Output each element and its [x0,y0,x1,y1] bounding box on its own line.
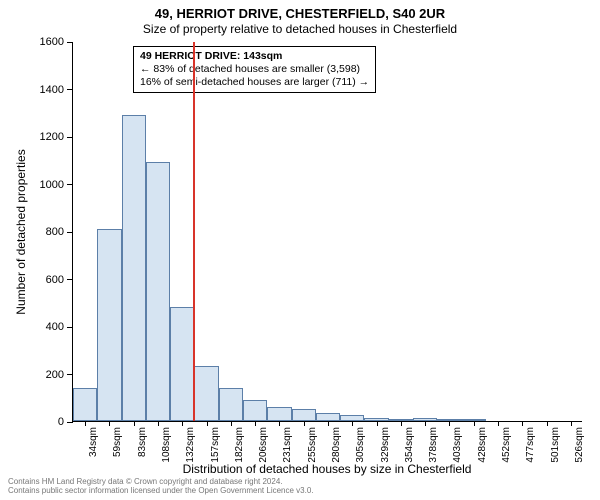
x-axis-title: Distribution of detached houses by size … [72,462,582,476]
x-tick-label: 477sqm [525,427,536,463]
x-tick-label: 231sqm [282,427,293,463]
x-tick-label: 132sqm [185,427,196,463]
y-tick-label: 1400 [40,84,64,96]
x-tick [231,421,232,426]
histogram-bar [146,162,170,421]
histogram-bar [122,115,146,421]
histogram-bar [170,307,194,421]
y-tick-label: 1000 [40,179,64,191]
histogram-bar [194,366,218,421]
footer-attribution: Contains HM Land Registry data © Crown c… [8,477,314,496]
x-tick [474,421,475,426]
chart-title-address: 49, HERRIOT DRIVE, CHESTERFIELD, S40 2UR [0,6,600,21]
histogram-bar [243,400,267,421]
y-tick [67,42,73,43]
x-tick-label: 206sqm [258,427,269,463]
x-tick [352,421,353,426]
x-tick-label: 378sqm [428,427,439,463]
x-tick-label: 182sqm [234,427,245,463]
x-tick [109,421,110,426]
x-tick-label: 329sqm [380,427,391,463]
histogram-bar [219,388,243,421]
x-tick [522,421,523,426]
x-tick-label: 526sqm [574,427,585,463]
histogram-bar [73,388,97,421]
footer-line1: Contains HM Land Registry data © Crown c… [8,477,314,487]
x-tick [425,421,426,426]
chart-subtitle: Size of property relative to detached ho… [0,22,600,36]
x-tick-label: 403sqm [452,427,463,463]
annotation-title: 49 HERRIOT DRIVE: 143sqm [140,50,369,63]
x-tick [279,421,280,426]
y-tick [67,89,73,90]
chart-container: 49, HERRIOT DRIVE, CHESTERFIELD, S40 2UR… [0,0,600,500]
y-tick [67,374,73,375]
x-tick [328,421,329,426]
y-tick [67,184,73,185]
histogram-bar [267,407,291,421]
histogram-bar [97,229,121,421]
histogram-bar [316,413,340,421]
plot-area: 49 HERRIOT DRIVE: 143sqm ← 83% of detach… [72,42,582,422]
x-tick [207,421,208,426]
annotation-larger: 16% of semi-detached houses are larger (… [140,76,369,89]
x-tick [377,421,378,426]
y-tick-label: 200 [46,369,64,381]
x-tick-label: 34sqm [88,427,99,457]
histogram-bar [292,409,316,421]
x-tick [449,421,450,426]
y-tick [67,327,73,328]
y-tick [67,279,73,280]
x-tick-label: 59sqm [112,427,123,457]
x-tick-label: 280sqm [331,427,342,463]
x-tick-label: 428sqm [477,427,488,463]
x-tick [571,421,572,426]
x-tick [255,421,256,426]
x-tick-label: 452sqm [501,427,512,463]
x-tick-label: 157sqm [210,427,221,463]
y-tick [67,422,73,423]
footer-line2: Contains public sector information licen… [8,486,314,496]
y-tick-label: 600 [46,274,64,286]
reference-line [193,42,195,421]
x-tick-label: 255sqm [307,427,318,463]
y-tick-label: 800 [46,226,64,238]
x-tick [134,421,135,426]
y-axis-title: Number of detached properties [14,149,28,314]
x-tick [85,421,86,426]
x-tick [547,421,548,426]
x-tick-label: 354sqm [404,427,415,463]
y-tick [67,137,73,138]
x-tick [304,421,305,426]
y-tick-label: 0 [58,416,64,428]
x-tick [182,421,183,426]
annotation-box: 49 HERRIOT DRIVE: 143sqm ← 83% of detach… [133,46,376,93]
x-tick-label: 305sqm [355,427,366,463]
y-tick [67,232,73,233]
x-tick [158,421,159,426]
x-tick [401,421,402,426]
x-tick-label: 83sqm [137,427,148,457]
y-tick-label: 1600 [40,36,64,48]
x-tick-label: 108sqm [161,427,172,463]
x-tick [498,421,499,426]
y-tick-label: 400 [46,321,64,333]
y-tick-label: 1200 [40,131,64,143]
annotation-smaller: ← 83% of detached houses are smaller (3,… [140,63,369,76]
x-tick-label: 501sqm [550,427,561,463]
